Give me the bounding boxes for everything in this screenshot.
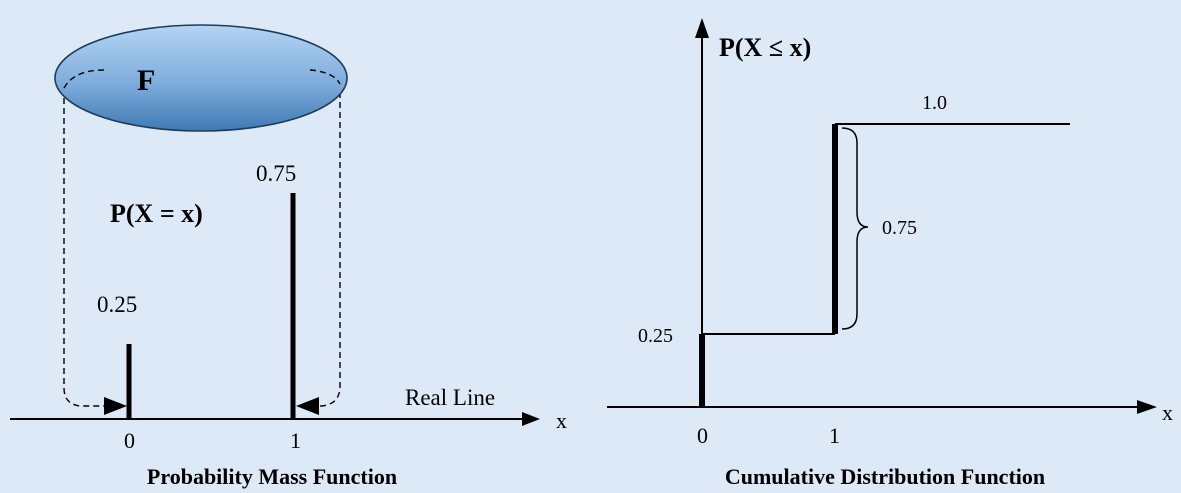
pmf-x-tick-1: 1 xyxy=(290,428,301,453)
cdf-caption: Cumulative Distribution Function xyxy=(725,464,1045,489)
ellipse-inner-dashed-left xyxy=(63,69,105,89)
cdf-x-tick-0: 0 xyxy=(697,423,708,448)
cdf-level-high-label: 1.0 xyxy=(922,92,947,114)
pmf-axis-arrowhead xyxy=(522,412,540,426)
pmf-x-tick-0: 0 xyxy=(124,428,135,453)
pmf-axis-x-label: x xyxy=(556,408,567,433)
cdf-jump-label: 0.75 xyxy=(882,217,917,239)
cdf-panel: P(X ≤ x) x 0.75 0.25 1.0 0 1 Cumulative … xyxy=(607,18,1173,489)
pmf-arrowhead-to-0 xyxy=(104,397,127,415)
cdf-axis-x-label: x xyxy=(1162,400,1173,425)
projection-right-dashed xyxy=(316,82,341,407)
cdf-y-axis-arrowhead xyxy=(695,18,709,38)
pmf-function-label: P(X = x) xyxy=(110,199,203,228)
ellipse-label-f: F xyxy=(137,64,155,97)
pmf-value-label-0: 0.25 xyxy=(97,292,137,317)
pmf-caption: Probability Mass Function xyxy=(147,464,397,489)
cdf-level-low-label: 0.25 xyxy=(638,325,673,347)
sample-space-ellipse xyxy=(54,24,348,132)
projection-left-dashed xyxy=(63,78,104,407)
cdf-x-axis-arrowhead xyxy=(1137,400,1157,414)
ellipse-inner-dashed-right xyxy=(309,69,341,85)
cdf-jump-brace xyxy=(841,127,869,330)
real-line-label: Real Line xyxy=(405,385,495,410)
pmf-panel: F x Real Line 0.25 0.75 P(X = x) 0 1 Pro… xyxy=(10,24,567,489)
pmf-arrowhead-to-1 xyxy=(296,397,319,415)
pmf-value-label-1: 0.75 xyxy=(256,161,296,186)
cdf-function-label: P(X ≤ x) xyxy=(719,33,811,62)
cdf-x-tick-1: 1 xyxy=(829,423,840,448)
